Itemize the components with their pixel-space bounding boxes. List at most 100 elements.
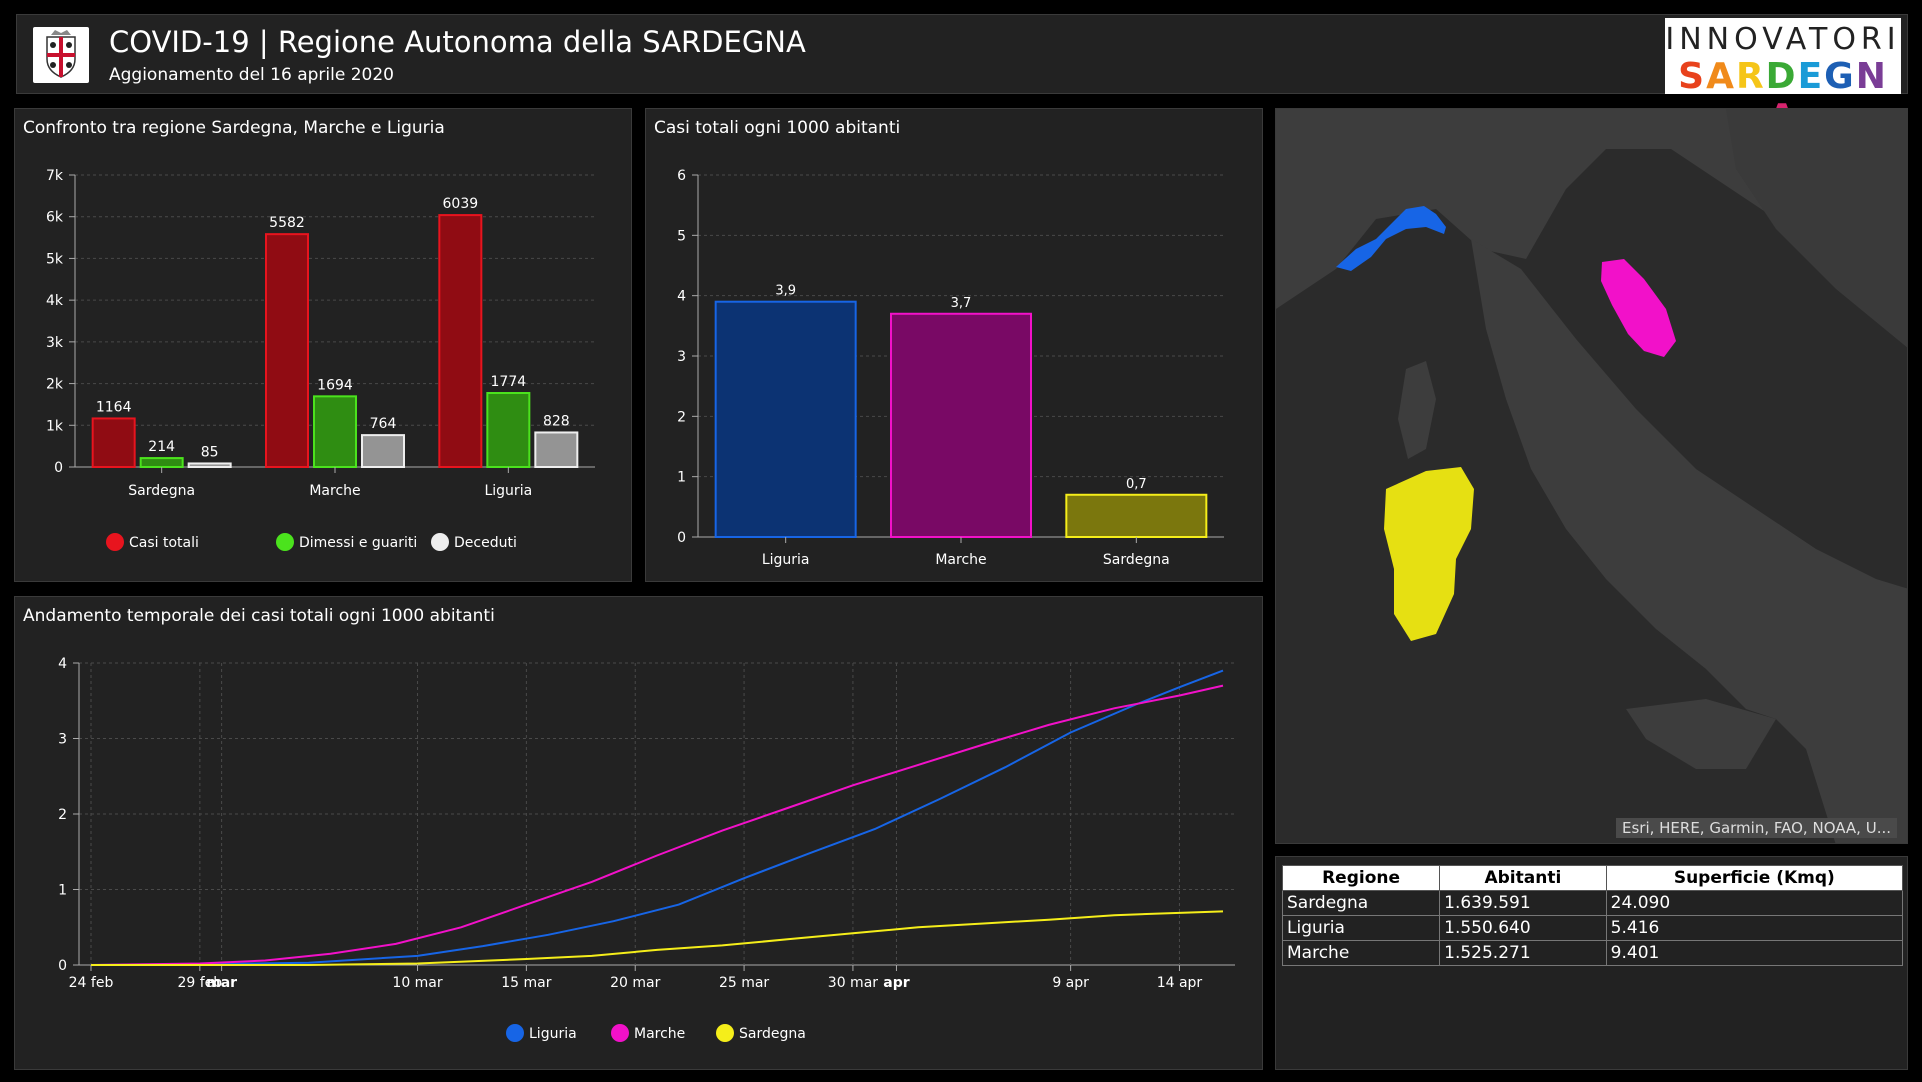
x-tick-label: mar bbox=[206, 975, 237, 991]
table-row[interactable]: Sardegna 1.639.591 24.090 bbox=[1281, 890, 1904, 916]
bar bbox=[139, 457, 184, 469]
region-info-table-panel: Regione Abitanti Superficie (Kmq) Sardeg… bbox=[1275, 856, 1908, 1070]
brand-letter: S bbox=[1678, 56, 1707, 97]
landmass-sicily bbox=[1626, 699, 1776, 769]
header-bar: COVID-19 | Regione Autonoma della SARDEG… bbox=[16, 14, 1908, 138]
y-tick-label: 3 bbox=[677, 349, 686, 365]
x-tick-label: Liguria bbox=[484, 483, 532, 499]
region-liguria bbox=[1336, 206, 1446, 271]
region-sardegna bbox=[1384, 467, 1474, 641]
series-line bbox=[90, 669, 1224, 966]
bar bbox=[486, 391, 531, 469]
legend-marker bbox=[716, 1024, 734, 1042]
bar bbox=[187, 462, 232, 468]
y-tick-label: 5k bbox=[46, 251, 64, 267]
per1000-chart-title: Casi totali ogni 1000 abitanti bbox=[654, 118, 901, 138]
map-attribution: Esri, HERE, Garmin, FAO, NOAA, U... bbox=[1615, 818, 1897, 838]
x-tick-label: 20 mar bbox=[610, 975, 660, 991]
cell-regione: Marche bbox=[1281, 940, 1441, 966]
cell-abitanti: 1.525.271 bbox=[1439, 940, 1607, 966]
x-tick-label: Liguria bbox=[762, 552, 810, 568]
y-tick-label: 2k bbox=[46, 377, 64, 393]
trend-chart-panel: Andamento temporale dei casi totali ogni… bbox=[14, 596, 1263, 1070]
data-label: 1774 bbox=[491, 374, 527, 390]
series-line bbox=[90, 684, 1224, 966]
y-tick-label: 0 bbox=[58, 958, 67, 974]
brand-letter: R bbox=[1735, 56, 1766, 97]
y-tick-label: 7k bbox=[46, 168, 64, 184]
data-label: 1164 bbox=[96, 399, 132, 415]
data-label: 0,7 bbox=[1126, 477, 1147, 492]
legend-label: Dimessi e guariti bbox=[299, 535, 417, 551]
data-label: 85 bbox=[201, 444, 219, 460]
italy-map[interactable]: Esri, HERE, Garmin, FAO, NOAA, U... bbox=[1275, 108, 1908, 844]
per1000-chart-panel: Casi totali ogni 1000 abitanti 0 1 2 3 4 5 6 3,… bbox=[645, 108, 1263, 582]
cell-regione: Liguria bbox=[1281, 915, 1441, 941]
x-tick-label: Sardegna bbox=[1103, 552, 1170, 568]
column-header-abitanti[interactable]: Abitanti bbox=[1439, 865, 1607, 891]
column-header-superficie[interactable]: Superficie (Kmq) bbox=[1605, 865, 1904, 891]
cell-superficie: 24.090 bbox=[1605, 890, 1904, 916]
region-info-table: Regione Abitanti Superficie (Kmq) Sardeg… bbox=[1281, 865, 1904, 966]
per1000-bar-chart[interactable]: 0 1 2 3 4 5 6 3,9 Liguria 3,7 Marche 0,7 Sardegna bbox=[646, 109, 1262, 581]
landmass-corsica bbox=[1398, 361, 1436, 459]
comparison-chart-title: Confronto tra regione Sardegna, Marche e… bbox=[23, 118, 445, 138]
legend-marker bbox=[611, 1024, 629, 1042]
comparison-chart-panel: Confronto tra regione Sardegna, Marche e… bbox=[14, 108, 632, 582]
legend-label: Sardegna bbox=[739, 1026, 806, 1042]
y-tick-label: 5 bbox=[677, 228, 686, 244]
legend-marker bbox=[506, 1024, 524, 1042]
y-tick-label: 2 bbox=[58, 807, 67, 823]
cell-abitanti: 1.639.591 bbox=[1439, 890, 1607, 916]
legend-label: Marche bbox=[634, 1026, 685, 1042]
update-date-subtitle: Aggionamento del 16 aprile 2020 bbox=[109, 65, 394, 85]
cell-superficie: 9.401 bbox=[1605, 940, 1904, 966]
landmass-balkans bbox=[1726, 109, 1907, 348]
x-tick-label: 30 mar bbox=[828, 975, 878, 991]
x-tick-label: Marche bbox=[309, 483, 360, 499]
legend-marker bbox=[106, 533, 124, 551]
cell-superficie: 5.416 bbox=[1605, 915, 1904, 941]
bar bbox=[438, 214, 483, 468]
y-tick-label: 1 bbox=[58, 883, 67, 899]
y-tick-label: 6 bbox=[677, 168, 686, 184]
bar bbox=[91, 417, 136, 469]
y-tick-label: 4k bbox=[46, 293, 64, 309]
table-row[interactable]: Marche 1.525.271 9.401 bbox=[1281, 940, 1904, 966]
map-canvas[interactable] bbox=[1276, 109, 1908, 844]
data-label: 6039 bbox=[443, 196, 479, 212]
column-header-regione[interactable]: Regione bbox=[1281, 865, 1441, 891]
comparison-bar-chart[interactable]: 0 1k 2k 3k 4k 5k 6k 7k 1164 214 85 Sardegna 5582 1694… bbox=[15, 109, 631, 581]
data-label: 828 bbox=[543, 413, 570, 429]
y-tick-label: 0 bbox=[54, 460, 63, 476]
legend-label: Deceduti bbox=[454, 535, 517, 551]
trend-chart-title: Andamento temporale dei casi totali ogni… bbox=[23, 606, 495, 626]
y-tick-label: 3 bbox=[58, 732, 67, 748]
legend-label: Casi totali bbox=[129, 535, 199, 551]
bar bbox=[890, 312, 1032, 538]
y-tick-label: 0 bbox=[677, 530, 686, 546]
legend-marker bbox=[431, 533, 449, 551]
brand-letter: A bbox=[1706, 56, 1736, 97]
table-row[interactable]: Liguria 1.550.640 5.416 bbox=[1281, 915, 1904, 941]
legend-marker bbox=[276, 533, 294, 551]
legend-label: Liguria bbox=[529, 1026, 577, 1042]
brand-letter: E bbox=[1797, 56, 1825, 97]
y-tick-label: 1k bbox=[46, 418, 64, 434]
x-tick-label: 10 mar bbox=[392, 975, 442, 991]
x-tick-label: 9 apr bbox=[1052, 975, 1089, 991]
x-tick-label: apr bbox=[883, 975, 909, 991]
region-marche bbox=[1601, 259, 1676, 357]
brand-top-text: INNOVATORI bbox=[1665, 22, 1901, 57]
page-title: COVID-19 | Regione Autonoma della SARDEG… bbox=[109, 25, 806, 59]
data-label: 3,7 bbox=[951, 296, 972, 311]
data-label: 3,9 bbox=[775, 284, 796, 299]
x-tick-label: 29 feb bbox=[177, 975, 222, 991]
x-tick-label: Marche bbox=[935, 552, 986, 568]
series-line bbox=[91, 910, 1224, 966]
bar bbox=[534, 431, 579, 468]
y-tick-label: 3k bbox=[46, 335, 64, 351]
x-tick-label: 14 apr bbox=[1157, 975, 1203, 991]
brand-letter: G bbox=[1824, 56, 1856, 97]
